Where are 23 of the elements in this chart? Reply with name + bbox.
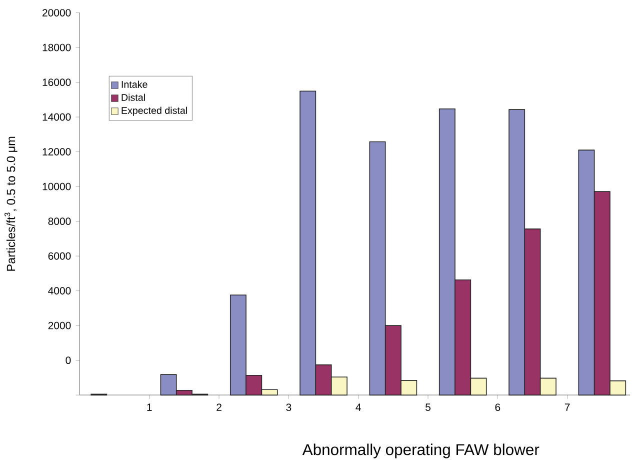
x-tick-label: 3	[286, 404, 292, 412]
x-tick-label: 5	[426, 404, 430, 412]
y-tick-label: 20000	[42, 9, 71, 17]
y-tick-label: 18000	[42, 44, 71, 52]
x-tick-label: 4	[356, 404, 361, 411]
legend-label: Expected distal	[122, 106, 187, 116]
y-tick-label: 12000	[42, 148, 71, 156]
legend-label: Distal	[122, 94, 145, 102]
y-tick-label: 14000	[42, 113, 71, 121]
legend-label: Intake	[122, 80, 148, 88]
y-axis-title: Particles/ft$^{3}$, 0.5 to 5.0 μm	[4, 136, 18, 271]
y-tick-label: 4000	[48, 287, 71, 295]
x-tick-label: 1	[147, 404, 152, 411]
y-tick-label: 6000	[48, 252, 71, 260]
x-tick-label: 6	[495, 404, 500, 412]
y-tick-label: 10000	[42, 182, 71, 190]
y-tick-label: 0	[66, 356, 71, 364]
x-tick-label: 7	[564, 404, 570, 411]
x-tick-label: 2	[216, 404, 222, 412]
x-axis-title: Abnormally operating FAW blower	[302, 444, 540, 458]
y-tick-label: 8000	[48, 218, 71, 226]
y-tick-label: 2000	[48, 322, 71, 330]
y-tick-label: 16000	[42, 78, 71, 86]
